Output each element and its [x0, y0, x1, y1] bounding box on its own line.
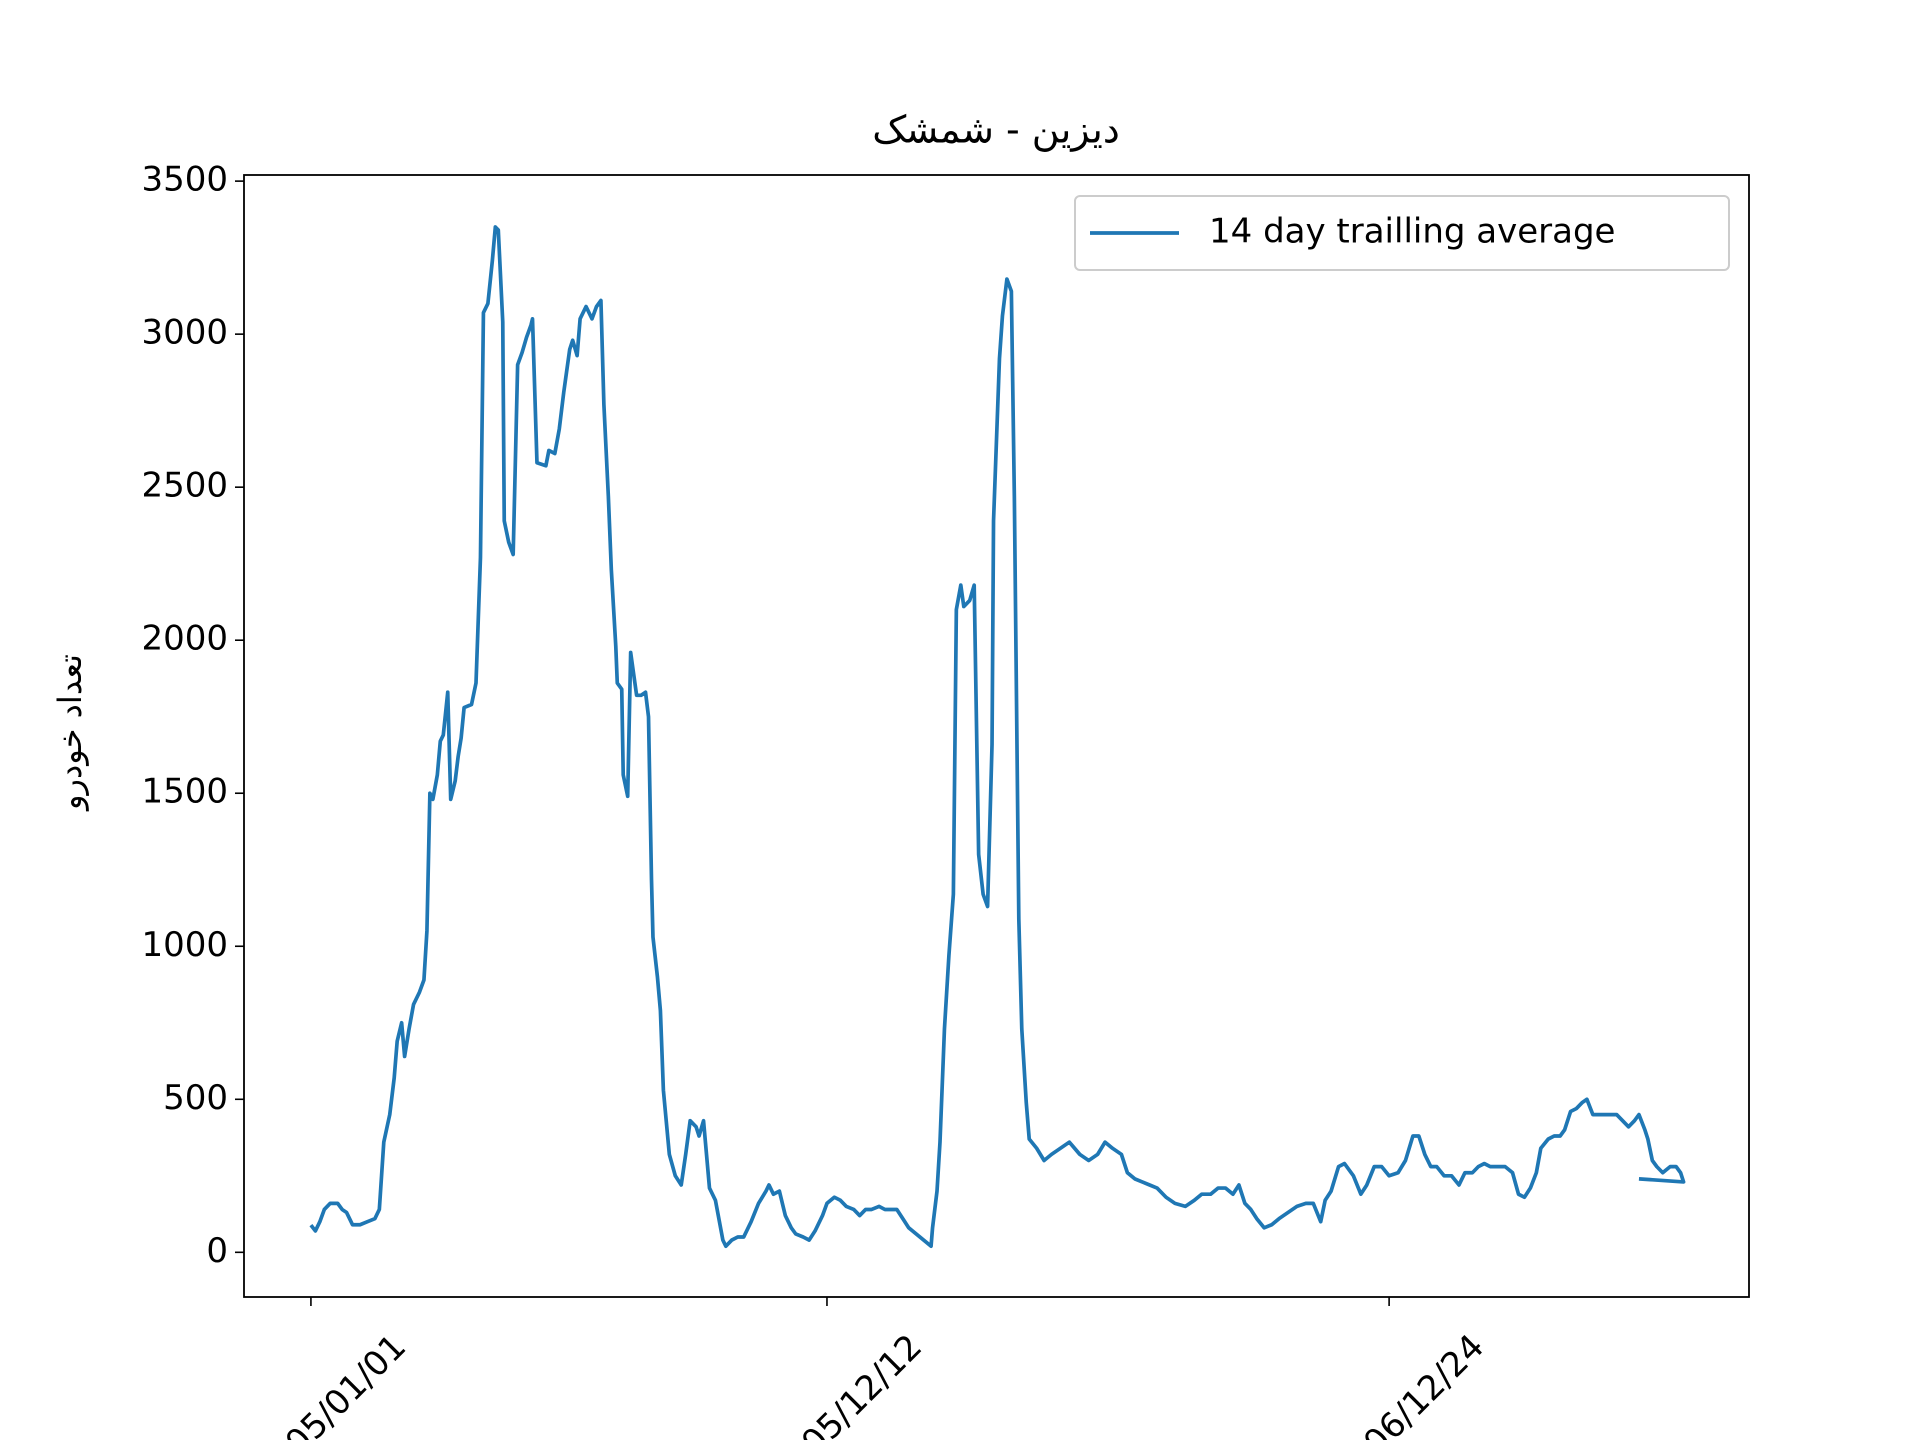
y-tick-label: 3000 [141, 313, 228, 353]
chart-title: دیزین - شمشک [872, 108, 1120, 153]
y-tick-label: 500 [163, 1078, 228, 1118]
y-tick-label: 2500 [141, 466, 228, 506]
data-line [309, 225, 1686, 1249]
y-axis-label: تعداد خودرو [51, 654, 89, 812]
y-tick-label: 1000 [141, 925, 228, 965]
legend-label: 14 day trailling average [1209, 212, 1615, 252]
y-tick-label: 2000 [141, 619, 228, 659]
y-tick-label: 0 [206, 1231, 228, 1271]
y-tick-label: 1500 [141, 772, 228, 812]
axes-frame [243, 174, 1750, 1298]
y-tick-label: 3500 [141, 160, 228, 200]
legend-box [1074, 195, 1730, 271]
